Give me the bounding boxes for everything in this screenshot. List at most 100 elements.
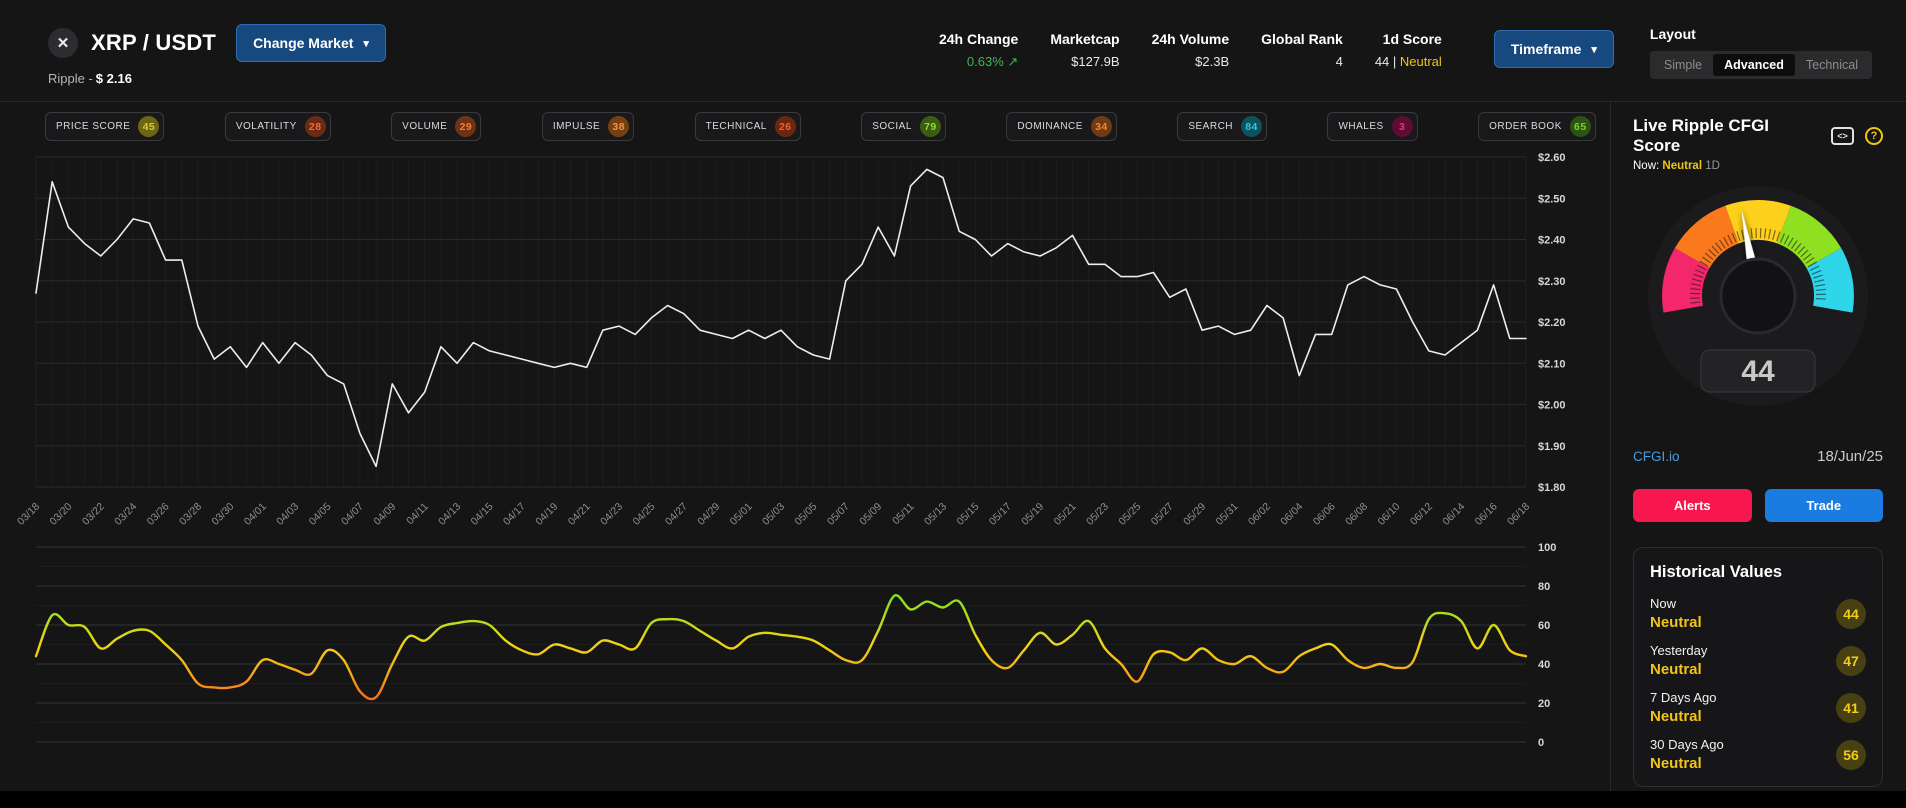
- asset-price: $ 2.16: [95, 71, 132, 86]
- svg-text:06/16: 06/16: [1473, 501, 1500, 528]
- up-arrow-icon: ↗: [1007, 54, 1019, 69]
- now-status: Now: Neutral 1D: [1633, 160, 1720, 172]
- svg-text:06/18: 06/18: [1505, 501, 1532, 528]
- svg-text:06/06: 06/06: [1311, 501, 1338, 528]
- trade-button[interactable]: Trade: [1764, 489, 1883, 522]
- timeframe-button[interactable]: Timeframe ▾: [1493, 30, 1614, 68]
- svg-text:05/27: 05/27: [1149, 501, 1176, 528]
- asset-subtitle: Ripple - $ 2.16: [48, 71, 132, 86]
- badge-impulse[interactable]: IMPULSE 38: [541, 112, 635, 141]
- svg-text:04/23: 04/23: [598, 501, 625, 528]
- svg-text:$2.20: $2.20: [1538, 317, 1566, 329]
- svg-text:$2.50: $2.50: [1538, 193, 1566, 205]
- main-content: PRICE SCORE 45 VOLATILITY 28 VOLUME 29 IMPU…: [0, 101, 1906, 791]
- historical-row-7d: 7 Days Ago Neutral 41: [1650, 684, 1866, 731]
- svg-text:05/09: 05/09: [857, 501, 884, 528]
- stat-marketcap-value: $127.9B: [1071, 54, 1120, 69]
- header: ✕ XRP / USDT Change Market ▾ Ripple - $ 2…: [0, 0, 1906, 101]
- price-chart[interactable]: $2.60 $2.50 $2.40 $2.30 $2.20 $2.10 $2.00 $1.90…: [0, 143, 1610, 537]
- svg-text:04/21: 04/21: [566, 501, 593, 528]
- historical-row-30d: 30 Days Ago Neutral 56: [1650, 731, 1866, 778]
- score-badges-row: PRICE SCORE 45 VOLATILITY 28 VOLUME 29 IMPU…: [45, 112, 1596, 141]
- svg-text:05/17: 05/17: [987, 501, 1014, 528]
- svg-text:60: 60: [1538, 620, 1550, 632]
- svg-text:80: 80: [1538, 581, 1550, 593]
- svg-text:03/20: 03/20: [47, 501, 74, 528]
- cfgi-gauge: 44: [1648, 186, 1868, 406]
- now-timeframe: 1D: [1705, 160, 1720, 172]
- svg-text:05/21: 05/21: [1052, 501, 1079, 528]
- svg-text:03/26: 03/26: [145, 501, 172, 528]
- embed-code-icon[interactable]: <>: [1831, 127, 1854, 145]
- svg-text:05/01: 05/01: [728, 501, 755, 528]
- market-stats: 24h Change 0.63% ↗ Marketcap $127.9B 24h…: [939, 24, 1442, 70]
- svg-text:03/30: 03/30: [209, 501, 236, 528]
- svg-text:44: 44: [1741, 355, 1775, 388]
- cfgi-link[interactable]: CFGI.io: [1633, 449, 1680, 464]
- svg-text:04/29: 04/29: [695, 501, 722, 528]
- svg-text:04/05: 04/05: [307, 501, 334, 528]
- stat-global-rank-value: 4: [1335, 54, 1343, 69]
- layout-label: Layout: [1649, 26, 1696, 42]
- svg-text:20: 20: [1538, 698, 1550, 710]
- svg-text:05/31: 05/31: [1214, 501, 1241, 528]
- tab-simple[interactable]: Simple: [1663, 58, 1703, 72]
- svg-text:$2.40: $2.40: [1538, 235, 1566, 247]
- historical-row-yesterday: Yesterday Neutral 47: [1650, 637, 1866, 684]
- cfgi-history-chart[interactable]: 100 80 60 40 20 0: [0, 537, 1610, 751]
- chevron-down-icon: ▾: [363, 37, 369, 50]
- svg-text:$1.90: $1.90: [1538, 441, 1566, 453]
- layout-switcher: Layout Simple Advanced Technical: [1649, 24, 1872, 79]
- stat-24h-change: 24h Change 0.63% ↗: [938, 31, 1019, 69]
- stat-24h-volume: 24h Volume $2.3B: [1151, 31, 1230, 69]
- svg-text:05/23: 05/23: [1084, 501, 1111, 528]
- badge-price-score[interactable]: PRICE SCORE 45: [45, 112, 165, 141]
- svg-text:04/19: 04/19: [533, 501, 560, 528]
- svg-text:05/13: 05/13: [922, 501, 949, 528]
- svg-text:04/01: 04/01: [242, 501, 269, 528]
- badge-order-book[interactable]: ORDER BOOK 65: [1478, 112, 1596, 141]
- svg-text:$2.60: $2.60: [1538, 152, 1566, 164]
- svg-text:04/07: 04/07: [339, 501, 366, 528]
- xrp-logo-icon: ✕: [48, 28, 78, 58]
- svg-text:03/22: 03/22: [80, 501, 107, 528]
- layout-tabs: Simple Advanced Technical: [1649, 51, 1872, 79]
- badge-dominance[interactable]: DOMINANCE 34: [1006, 112, 1117, 141]
- tab-advanced[interactable]: Advanced: [1713, 54, 1795, 76]
- svg-text:05/07: 05/07: [825, 501, 852, 528]
- badge-search[interactable]: SEARCH 84: [1177, 112, 1268, 141]
- svg-text:0: 0: [1538, 737, 1544, 749]
- badge-whales[interactable]: WHALES 3: [1327, 112, 1418, 141]
- svg-text:05/05: 05/05: [792, 501, 819, 528]
- stat-24h-volume-value: $2.3B: [1195, 54, 1230, 69]
- historical-value-badge: 47: [1836, 645, 1866, 676]
- stat-1d-score: 1d Score 44 | Neutral: [1374, 31, 1442, 69]
- svg-text:05/15: 05/15: [954, 501, 981, 528]
- chevron-down-icon: ▾: [1591, 43, 1597, 56]
- stat-marketcap: Marketcap $127.9B: [1050, 31, 1120, 69]
- tab-technical[interactable]: Technical: [1805, 58, 1858, 72]
- badge-volume[interactable]: VOLUME 29: [391, 112, 482, 141]
- svg-text:06/02: 06/02: [1246, 501, 1273, 528]
- svg-text:04/25: 04/25: [630, 501, 657, 528]
- svg-text:06/10: 06/10: [1375, 501, 1402, 528]
- alerts-button[interactable]: Alerts: [1633, 489, 1752, 522]
- change-market-button[interactable]: Change Market ▾: [236, 24, 386, 62]
- badge-technical[interactable]: TECHNICAL 26: [694, 112, 801, 141]
- svg-text:06/12: 06/12: [1408, 501, 1435, 528]
- badge-social[interactable]: SOCIAL 79: [861, 112, 946, 141]
- stat-global-rank: Global Rank 4: [1261, 31, 1343, 69]
- historical-values-card: Historical Values Now Neutral 44 Yesterda…: [1633, 547, 1883, 787]
- svg-text:$1.80: $1.80: [1538, 482, 1566, 494]
- svg-text:03/18: 03/18: [15, 501, 42, 528]
- help-icon[interactable]: ?: [1865, 127, 1883, 145]
- svg-text:04/13: 04/13: [436, 501, 463, 528]
- badge-volatility[interactable]: VOLATILITY 28: [224, 112, 331, 141]
- svg-text:06/08: 06/08: [1343, 501, 1370, 528]
- svg-text:06/14: 06/14: [1440, 501, 1467, 528]
- now-sentiment: Neutral: [1662, 160, 1703, 172]
- svg-text:06/04: 06/04: [1278, 501, 1305, 528]
- svg-text:40: 40: [1538, 659, 1550, 671]
- stat-1d-score-value: 44 | Neutral: [1374, 54, 1442, 69]
- svg-text:03/28: 03/28: [177, 501, 204, 528]
